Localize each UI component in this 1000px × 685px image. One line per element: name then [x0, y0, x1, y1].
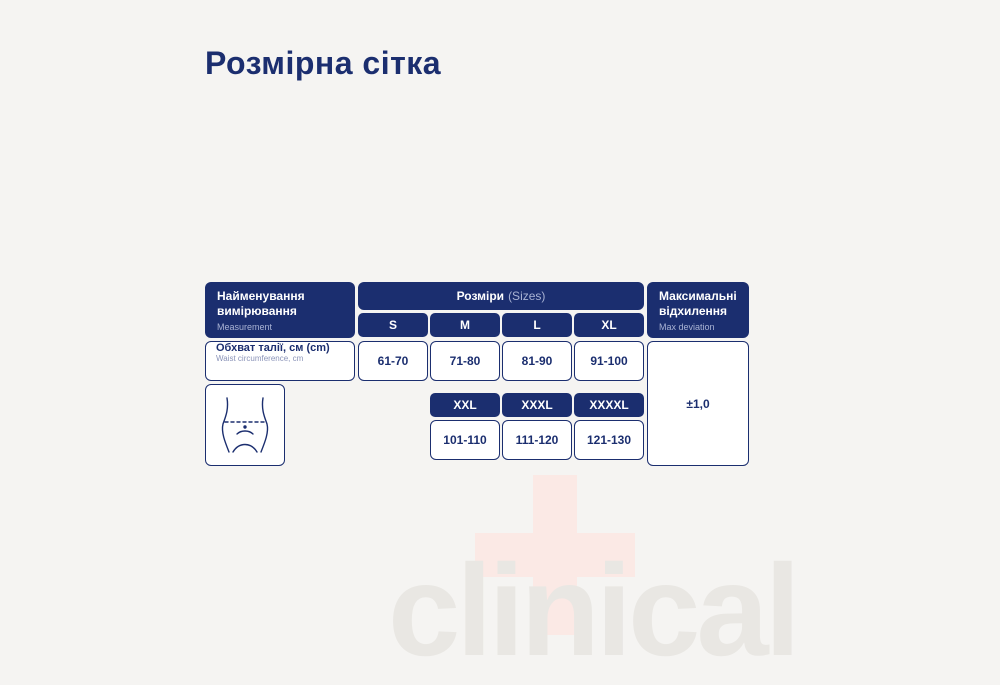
header-measurement-main: Найменування вимірювання: [217, 289, 343, 319]
size-header-m: M: [430, 313, 500, 337]
size-header-xl: XL: [574, 313, 644, 337]
header-deviation-sub: Max deviation: [659, 322, 737, 332]
header-sizes-main: Розміри: [457, 289, 504, 303]
header-sizes-sub: (Sizes): [508, 289, 545, 303]
watermark-text: clinical: [388, 545, 797, 675]
waist-measurement-icon: [215, 394, 275, 456]
value-xxxxl: 121-130: [574, 420, 644, 460]
size-header-xxxxl: XXXXL: [574, 393, 644, 417]
page-title: Розмірна сітка: [205, 45, 441, 82]
header-deviation-main: Максимальні відхилення: [659, 289, 737, 319]
size-chart-table: Найменування вимірювання Measurement Роз…: [205, 282, 795, 466]
size-header-s: S: [358, 313, 428, 337]
header-measurement: Найменування вимірювання Measurement: [205, 282, 355, 338]
size-header-xxxl: XXXL: [502, 393, 572, 417]
header-sizes: Розміри (Sizes): [358, 282, 644, 310]
waist-illustration: [205, 384, 285, 466]
value-s: 61-70: [358, 341, 428, 381]
header-deviation: Максимальні відхилення Max deviation: [647, 282, 749, 338]
deviation-value: ±1,0: [647, 341, 749, 466]
value-xxxl: 111-120: [502, 420, 572, 460]
watermark-cross-icon: [475, 475, 635, 635]
size-header-l: L: [502, 313, 572, 337]
measurement-label-main: Обхват талії, см (cm): [216, 342, 330, 354]
header-measurement-sub: Measurement: [217, 322, 343, 332]
value-m: 71-80: [430, 341, 500, 381]
measurement-label-cell: Обхват талії, см (cm) Waist circumferenc…: [205, 341, 355, 381]
size-header-xxl: XXL: [430, 393, 500, 417]
value-xl: 91-100: [574, 341, 644, 381]
value-xxl: 101-110: [430, 420, 500, 460]
measurement-label-sub: Waist circumference, cm: [216, 354, 303, 363]
value-l: 81-90: [502, 341, 572, 381]
